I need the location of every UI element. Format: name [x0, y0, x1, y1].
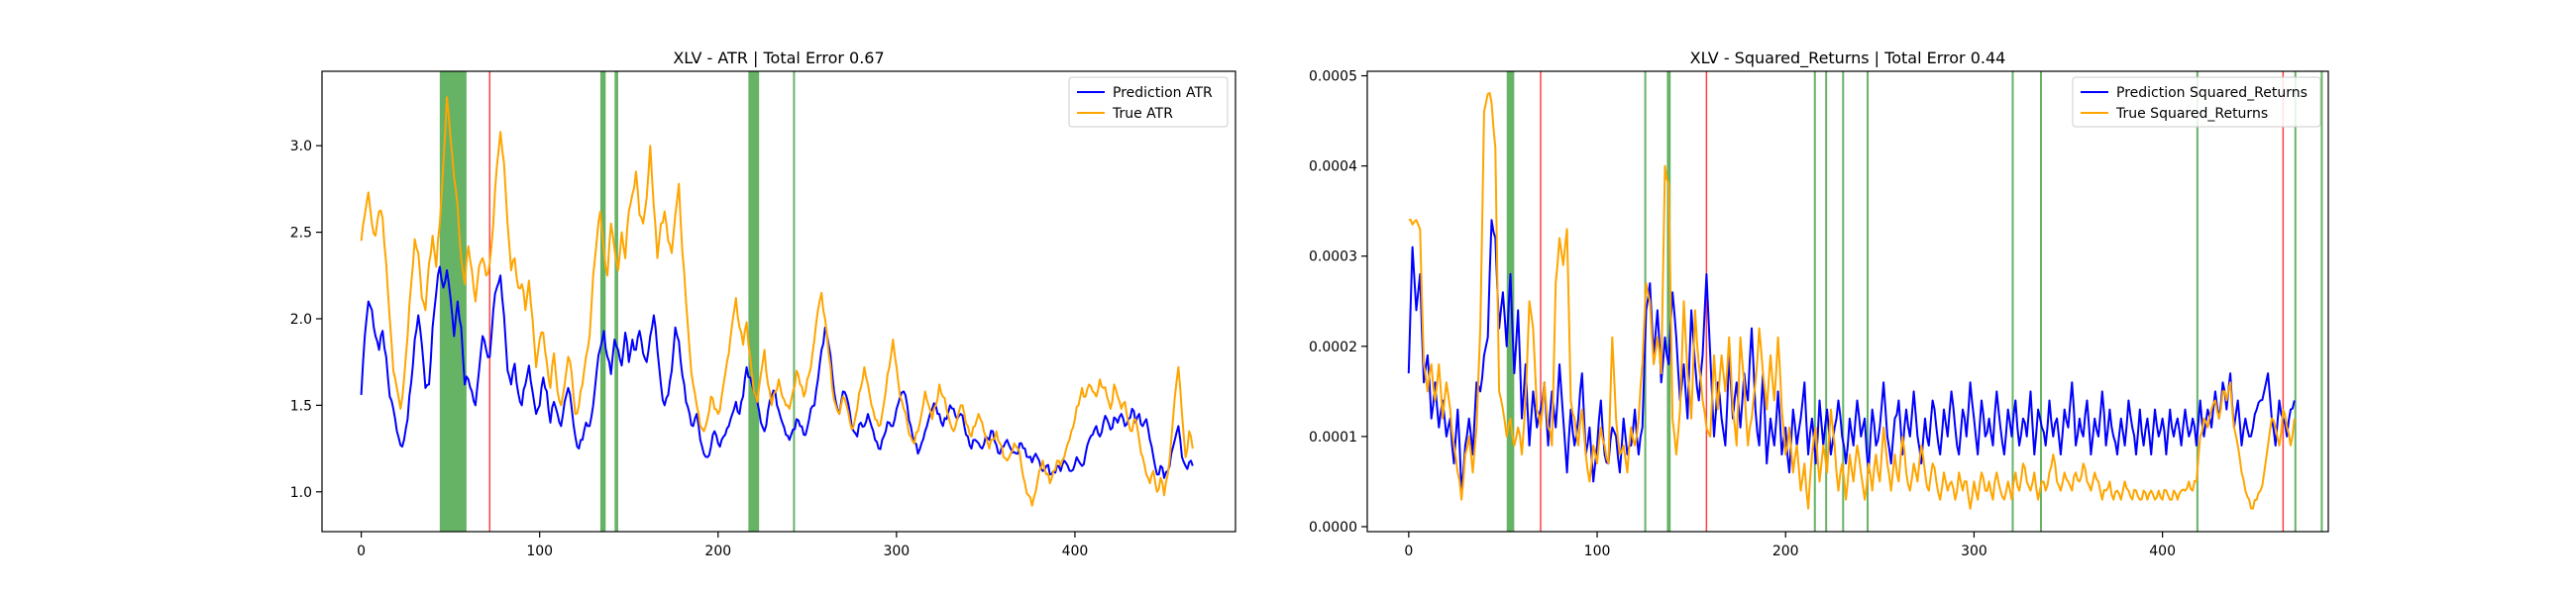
series-line-true: [360, 96, 1194, 507]
x-tick-label: 200: [1772, 544, 1799, 559]
x-tick-label: 400: [1062, 544, 1089, 559]
anomaly-band-8: [2011, 71, 2014, 532]
x-tick-label: 0: [1404, 544, 1413, 559]
series-line-true: [1408, 92, 2296, 510]
anomaly-band-3: [614, 71, 618, 532]
legend-label: Prediction Squared_Returns: [2116, 85, 2308, 101]
y-tick-label: 2.5: [290, 226, 312, 242]
anomaly-band-4: [748, 71, 760, 532]
legend-box: [2072, 76, 2321, 128]
anomaly-band-10: [2196, 71, 2199, 532]
plot-area: [1407, 71, 2323, 532]
anomaly-band-5: [1825, 71, 1828, 532]
series-line-prediction: [1407, 219, 2296, 492]
anomaly-band-6: [1842, 71, 1845, 532]
plot-area: [360, 71, 1194, 532]
x-tick-label: 300: [883, 544, 910, 559]
legend-label: Prediction ATR: [1113, 85, 1213, 101]
legend-label: True ATR: [1112, 106, 1173, 122]
y-tick-label: 3.0: [290, 139, 312, 154]
y-tick-label: 2.0: [290, 312, 312, 328]
x-tick-label: 0: [357, 544, 366, 559]
x-tick-label: 100: [1584, 544, 1611, 559]
legend-box: [1068, 76, 1229, 128]
chart-panel-2: 0 100 200 300 400 0.0000 0.0001 0.0002 0.0003 0.0…: [1309, 49, 2329, 559]
legend-label: True Squared_Returns: [2115, 106, 2268, 122]
anomaly-band-5: [793, 71, 796, 532]
chart-title: XLV - Squared_Returns | Total Error 0.44: [1690, 49, 2006, 68]
x-tick-label: 100: [526, 544, 553, 559]
y-tick-label: 1.5: [290, 398, 312, 414]
y-tick-label: 0.0005: [1309, 69, 1357, 85]
chart-panel-1: 0 100 200 300 400 1.0 1.5 2.0 2.5 3.0 XLV - ATR | …: [290, 49, 1236, 559]
anomaly-band-11: [2294, 71, 2297, 532]
anomaly-band-2: [599, 71, 606, 532]
x-tick-label: 400: [2149, 544, 2176, 559]
axes-frame: [1366, 70, 2329, 533]
anomaly-band-3: [1666, 71, 1671, 532]
chart-title: XLV - ATR | Total Error 0.67: [673, 49, 884, 67]
y-tick-label: 1.0: [290, 485, 312, 501]
series-line-prediction: [360, 265, 1194, 479]
x-tick-label: 200: [704, 544, 731, 559]
legend: Prediction ATR True ATR: [1068, 76, 1229, 128]
anomaly-band-9: [2040, 71, 2042, 532]
anomaly-band-7: [1867, 71, 1870, 532]
y-tick-label: 0.0002: [1309, 340, 1357, 355]
anomaly-band-12: [2320, 71, 2323, 532]
legend: Prediction Squared_Returns True Squared_R…: [2072, 76, 2321, 128]
y-tick-label: 0.0003: [1309, 249, 1357, 265]
y-tick-label: 0.0004: [1309, 159, 1357, 175]
y-tick-label: 0.0001: [1309, 430, 1357, 446]
anomaly-band-4: [1813, 71, 1816, 532]
axes-frame: [321, 70, 1236, 533]
x-tick-label: 300: [1961, 544, 1987, 559]
y-tick-label: 0.0000: [1309, 520, 1357, 536]
